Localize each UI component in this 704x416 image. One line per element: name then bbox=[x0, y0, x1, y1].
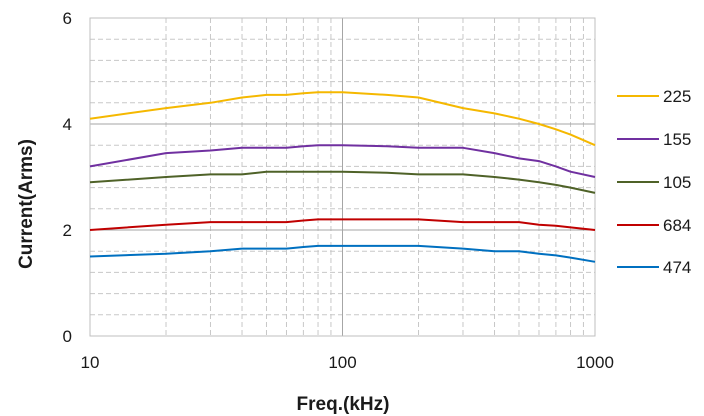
x-tick-label: 100 bbox=[328, 353, 356, 372]
y-tick-label: 6 bbox=[63, 9, 72, 28]
x-tick-label: 1000 bbox=[576, 353, 614, 372]
y-tick-label: 0 bbox=[63, 327, 72, 346]
y-tick-labels: 0 2 4 6 bbox=[63, 9, 72, 346]
legend-label-474: 474 bbox=[663, 258, 691, 277]
y-axis-title: Current(Arms) bbox=[16, 139, 37, 269]
x-axis-title: Freq.(kHz) bbox=[297, 394, 390, 415]
y-tick-label: 4 bbox=[63, 115, 72, 134]
legend-label-105: 105 bbox=[663, 173, 691, 192]
legend-label-684: 684 bbox=[663, 216, 691, 235]
x-tick-labels: 10 100 1000 bbox=[81, 353, 614, 372]
y-tick-label: 2 bbox=[63, 221, 72, 240]
legend-label-155: 155 bbox=[663, 130, 691, 149]
legend: 225 155 105 684 474 bbox=[617, 87, 691, 277]
series-lines bbox=[89, 91, 596, 263]
series-line-105 bbox=[89, 170, 596, 194]
series-line-155 bbox=[89, 144, 596, 178]
x-tick-label: 10 bbox=[81, 353, 100, 372]
series-line-474 bbox=[89, 244, 596, 263]
legend-label-225: 225 bbox=[663, 87, 691, 106]
series-line-225 bbox=[89, 91, 596, 147]
series-line-684 bbox=[89, 218, 596, 231]
